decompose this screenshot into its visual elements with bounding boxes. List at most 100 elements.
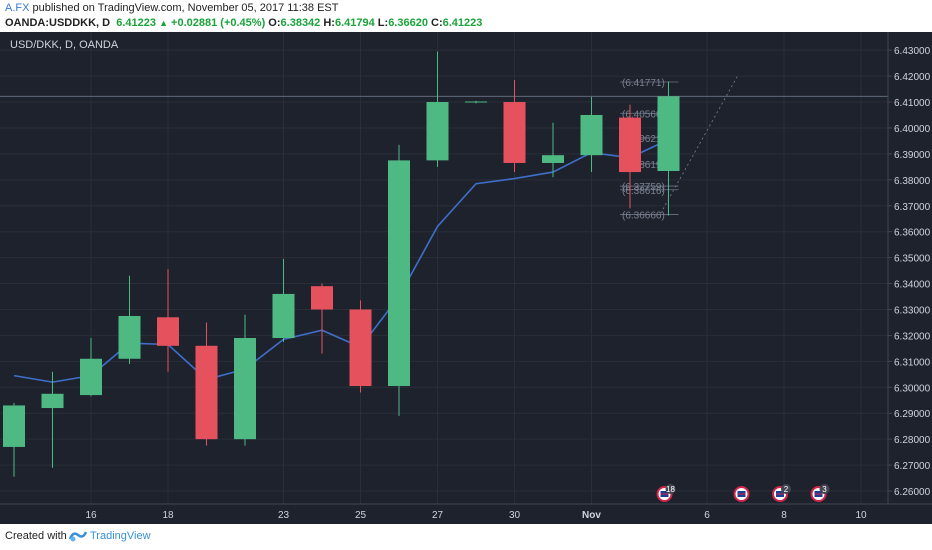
close-label: C: (431, 17, 443, 29)
badge-count-bg (665, 484, 676, 494)
y-tick-label: 6.31000 (894, 357, 931, 368)
candle-body (195, 345, 218, 440)
candle-body (349, 309, 372, 386)
y-tick-label: 6.30000 (894, 383, 931, 394)
level-label: (6.38616) (622, 186, 665, 197)
high-label: H: (323, 17, 335, 29)
x-tick-label: Nov (582, 510, 601, 521)
x-tick-label: 25 (355, 510, 367, 521)
y-tick-label: 6.38000 (894, 176, 931, 187)
price-chart[interactable]: (6.41771) (6.40566) (6.39621) (6.38619) (6.3… (0, 32, 932, 524)
x-tick-label: 18 (162, 510, 174, 521)
y-tick-label: 6.40000 (894, 124, 931, 135)
open-label: O: (268, 17, 281, 29)
candle-body (157, 317, 179, 346)
candle (657, 81, 680, 216)
event-flag-icon: 2 (772, 484, 791, 502)
candle (157, 269, 179, 372)
up-arrow-icon: ▲ (159, 18, 168, 28)
y-tick-label: 6.36000 (894, 228, 931, 239)
candle-body (542, 155, 564, 163)
x-tick-label: 23 (278, 510, 290, 521)
candle-body (388, 160, 410, 386)
price-axis[interactable]: 6.26000 6.27000 6.28000 6.29000 6.30000 6.310… (888, 46, 931, 498)
level-label: (6.40566) (622, 109, 665, 120)
x-tick-label: 8 (781, 510, 787, 521)
y-tick-label: 6.35000 (894, 254, 931, 265)
author-link[interactable]: A.FX (5, 2, 30, 14)
badge-count-bg (781, 484, 791, 494)
y-tick-label: 6.33000 (894, 305, 931, 316)
chart-title: USD/DKK, D, OANDA (10, 39, 119, 51)
time-axis[interactable]: 16 18 23 25 27 30 Nov 6 8 10 (85, 510, 867, 521)
candle-body (118, 315, 141, 359)
candle (118, 275, 141, 364)
tradingview-logo-icon (68, 531, 88, 542)
candle (503, 79, 526, 173)
badge-count-bg (819, 484, 830, 494)
candle (465, 100, 487, 104)
candle-body (234, 338, 256, 440)
projection-line (660, 75, 738, 214)
y-tick-label: 6.43000 (894, 46, 931, 57)
projection-dotted-line (660, 75, 738, 214)
level-label: (6.38619) (622, 160, 665, 171)
candle (619, 104, 641, 209)
candle-body (41, 393, 64, 409)
published-text: published on TradingView.com, November 0… (29, 2, 339, 14)
candle (234, 314, 256, 446)
candle (349, 300, 372, 393)
publish-line: A.FX published on TradingView.com, Novem… (5, 2, 338, 14)
badge-count: 18 (666, 485, 675, 494)
level-label: (6.36666) (622, 210, 665, 221)
candle (272, 258, 295, 342)
quote-line: OANDA:USDDKK, D 6.41223 ▲ +0.02881 (+0.4… (5, 17, 482, 29)
candle-body (3, 405, 25, 447)
symbol-label: OANDA:USDDKK, D (5, 17, 111, 29)
close-value: 6.41223 (442, 17, 483, 29)
open-value: 6.38342 (280, 17, 321, 29)
candle-body (580, 114, 603, 156)
event-flag-icon: 3 (810, 484, 830, 502)
candle (80, 338, 102, 397)
candle-body (465, 101, 487, 103)
level-label: (6.37759) (622, 182, 665, 193)
x-tick-label: 16 (85, 510, 97, 521)
y-tick-label: 6.34000 (894, 280, 931, 291)
x-tick-label: 6 (704, 510, 710, 521)
y-tick-label: 6.27000 (894, 461, 931, 472)
event-flag-icon: 18 (656, 484, 676, 502)
x-tick-label: 27 (432, 510, 444, 521)
created-with-text: Created with (5, 530, 67, 542)
badge-count: 2 (784, 485, 789, 494)
footer-bar: Created with TradingView (0, 524, 932, 550)
candle (388, 144, 410, 416)
level-label: (6.41771) (622, 78, 665, 89)
candle-body (311, 286, 333, 310)
candle (542, 122, 564, 178)
low-value: 6.36620 (388, 17, 428, 29)
candles (3, 51, 680, 477)
y-tick-label: 6.26000 (894, 487, 931, 498)
y-tick-label: 6.42000 (894, 72, 931, 83)
candle (41, 371, 64, 468)
candle (580, 96, 603, 173)
candle (426, 51, 449, 167)
x-tick-label: 30 (509, 510, 521, 521)
y-tick-label: 6.28000 (894, 435, 931, 446)
event-badges: 18 2 3 (656, 484, 830, 502)
chart-background (0, 32, 932, 524)
last-price: 6.41223 (116, 17, 156, 29)
y-tick-label: 6.39000 (894, 150, 931, 161)
header-bar: A.FX published on TradingView.com, Novem… (0, 0, 932, 32)
candle-body (503, 102, 526, 163)
price-change: +0.02881 (+0.45%) (171, 17, 266, 29)
y-tick-label: 6.29000 (894, 409, 931, 420)
candle-body (80, 358, 102, 396)
candle-body (619, 117, 641, 173)
candle-body (657, 96, 680, 172)
level-label: (6.39621) (622, 134, 665, 145)
tradingview-brand[interactable]: TradingView (90, 530, 151, 542)
high-value: 6.41794 (334, 17, 375, 29)
y-tick-label: 6.32000 (894, 331, 931, 342)
